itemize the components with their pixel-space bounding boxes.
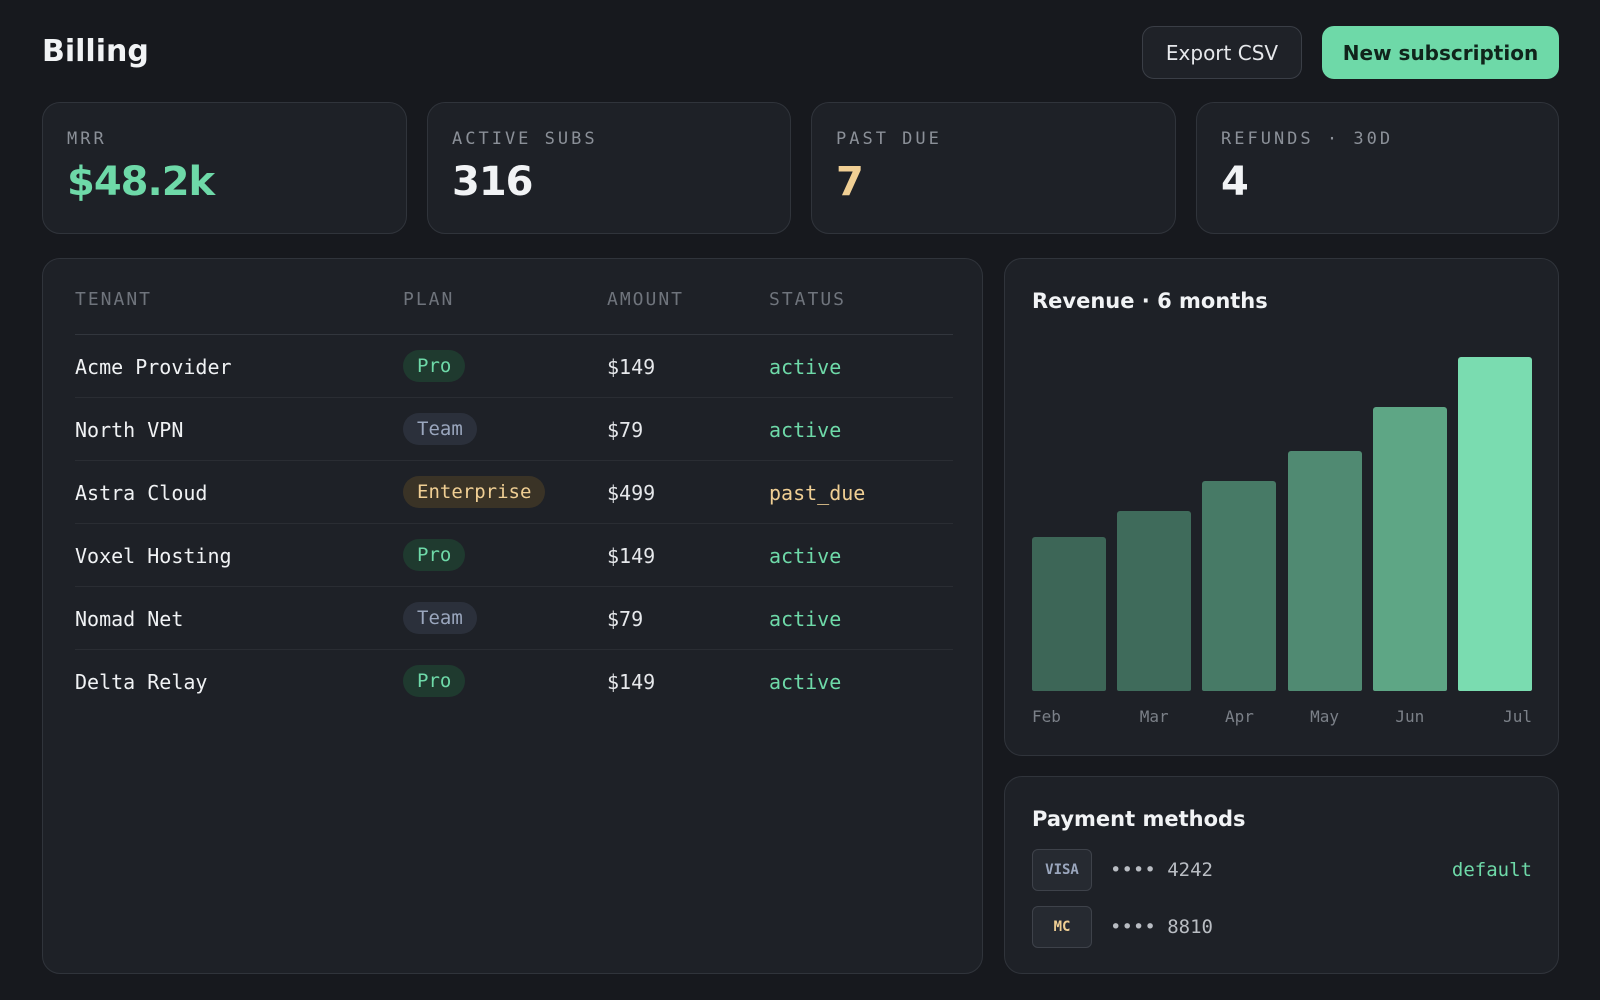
revenue-bar-jul[interactable]: [1458, 357, 1532, 691]
table-header: TENANT PLAN AMOUNT STATUS: [75, 289, 953, 335]
amount-value: $149: [607, 670, 656, 694]
amount-value: $149: [607, 355, 656, 379]
amount-value: $499: [607, 481, 656, 505]
stat-card-past-due: PAST DUE 7: [811, 102, 1176, 234]
plan-badge: Team: [403, 413, 477, 445]
status-text: active: [769, 355, 842, 379]
subscriptions-table: TENANT PLAN AMOUNT STATUS Acme Provider P…: [42, 258, 983, 974]
x-axis-label: Feb: [1032, 707, 1061, 726]
card-number: •••• 4242: [1110, 859, 1213, 881]
card-number: •••• 8810: [1110, 916, 1213, 938]
revenue-chart-panel: Revenue · 6 months Feb Mar Apr May Jun Jul: [1004, 258, 1559, 756]
new-subscription-button[interactable]: New subscription: [1322, 26, 1559, 79]
plan-badge: Pro: [403, 665, 466, 697]
export-csv-button[interactable]: Export CSV: [1142, 26, 1302, 79]
plan-badge: Team: [403, 602, 477, 634]
plan-badge: Pro: [403, 350, 466, 382]
payment-methods-panel: Payment methods VISA •••• 4242 default MC ••…: [1004, 776, 1559, 974]
plan-badge: Pro: [403, 539, 466, 571]
stat-value: 316: [452, 159, 533, 205]
status-text: active: [769, 670, 842, 694]
column-header-plan[interactable]: PLAN: [403, 289, 455, 310]
status-text: active: [769, 544, 842, 568]
status-text: active: [769, 607, 842, 631]
table-row[interactable]: Astra Cloud Enterprise $499 past_due: [75, 461, 953, 524]
stat-value: 4: [1221, 159, 1249, 205]
table-row[interactable]: Acme Provider Pro $149 active: [75, 335, 953, 398]
tenant-name: Nomad Net: [75, 607, 184, 631]
default-tag: default: [1451, 859, 1532, 881]
tenant-name: Delta Relay: [75, 670, 208, 694]
payment-method-row[interactable]: MC •••• 8810: [1032, 906, 1532, 948]
payment-method-row[interactable]: VISA •••• 4242 default: [1032, 849, 1532, 891]
stat-card-refunds: REFUNDS · 30D 4: [1196, 102, 1559, 234]
plan-badge: Enterprise: [403, 476, 546, 508]
table-row[interactable]: North VPN Team $79 active: [75, 398, 953, 461]
stat-card-active-subs: ACTIVE SUBS 316: [427, 102, 791, 234]
status-text: active: [769, 418, 842, 442]
stat-card-mrr: MRR $48.2k: [42, 102, 407, 234]
x-axis-label: Apr: [1224, 707, 1254, 726]
stat-label: MRR: [67, 129, 107, 149]
revenue-chart-title: Revenue · 6 months: [1032, 289, 1268, 313]
x-axis-label: May: [1310, 707, 1340, 726]
page-title: Billing: [42, 34, 149, 69]
tenant-name: Voxel Hosting: [75, 544, 232, 568]
x-axis-label: Mar: [1139, 707, 1169, 726]
tenant-name: North VPN: [75, 418, 184, 442]
table-row[interactable]: Delta Relay Pro $149 active: [75, 650, 953, 713]
table-row[interactable]: Voxel Hosting Pro $149 active: [75, 524, 953, 587]
stat-label: REFUNDS · 30D: [1221, 129, 1394, 149]
payment-methods-title: Payment methods: [1032, 807, 1246, 831]
revenue-bar-apr[interactable]: [1202, 480, 1277, 691]
amount-value: $79: [607, 418, 644, 442]
x-axis-label: Jul: [1503, 707, 1532, 726]
table-row[interactable]: Nomad Net Team $79 active: [75, 587, 953, 650]
stat-value: 7: [836, 159, 864, 205]
column-header-status[interactable]: STATUS: [769, 289, 847, 310]
stat-value: $48.2k: [67, 159, 215, 205]
column-header-tenant[interactable]: TENANT: [75, 289, 153, 310]
x-axis-label: Jun: [1395, 707, 1425, 726]
status-text: past_due: [769, 481, 866, 505]
visa-card-icon: VISA: [1032, 849, 1092, 891]
revenue-bar-mar[interactable]: [1117, 510, 1192, 691]
mc-card-icon: MC: [1032, 906, 1092, 948]
stat-label: ACTIVE SUBS: [452, 129, 598, 149]
tenant-name: Astra Cloud: [75, 481, 208, 505]
revenue-bar-jun[interactable]: [1372, 407, 1447, 691]
amount-value: $79: [607, 607, 644, 631]
stat-label: PAST DUE: [836, 129, 942, 149]
amount-value: $149: [607, 544, 656, 568]
revenue-bar-may[interactable]: [1287, 450, 1362, 691]
tenant-name: Acme Provider: [75, 355, 232, 379]
revenue-bar-feb[interactable]: [1032, 537, 1106, 691]
column-header-amount[interactable]: AMOUNT: [607, 289, 685, 310]
